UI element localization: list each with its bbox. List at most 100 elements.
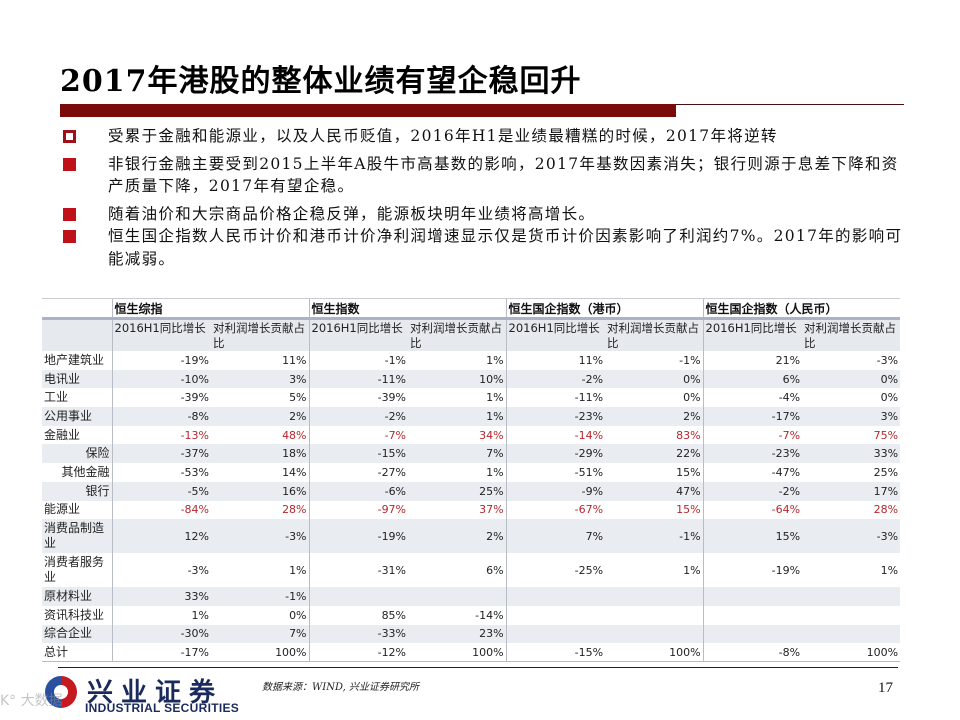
bullet-item: 随着油价和大宗商品价格企稳反弹，能源板块明年业绩将高增长。 (60, 203, 910, 226)
growth-cell: -17% (702, 407, 803, 426)
growth-cell: -2% (505, 369, 606, 389)
growth-cell (505, 605, 606, 625)
contribution-cell: 2% (211, 407, 310, 426)
growth-cell: -33% (308, 624, 409, 644)
row-label: 原材料业 (42, 587, 113, 606)
row-label: 能源业 (42, 500, 113, 520)
contribution-cell: 37% (408, 500, 507, 520)
contribution-cell: 28% (802, 500, 901, 520)
growth-cell: -2% (308, 407, 409, 426)
growth-cell: 1% (112, 605, 211, 625)
contribution-cell: 16% (211, 481, 310, 501)
sub-header-contribution: 对利润增长贡献占比 (802, 318, 901, 351)
contribution-cell: 6% (408, 553, 507, 588)
bullet-text: 非银行金融主要受到2015上半年A股牛市高基数的影响，2017年基数因素消失；银… (108, 154, 899, 196)
growth-cell: 33% (112, 587, 211, 606)
table-row: 地产建筑业 -19% 11% -1% 1% 11% -1% 21% -3% (42, 351, 901, 370)
table-row: 其他金融 -53% 14% -27% 1% -51% 15% -47% 25% (42, 463, 901, 482)
contribution-cell (605, 587, 704, 606)
bullet-item: 恒生国企指数人民币计价和港币计价净利润增速显示仅是货币计价因素影响了利润约7%。… (60, 225, 910, 270)
contribution-cell: 33% (802, 444, 901, 464)
bullet-item: 受累于金融和能源业，以及人民币贬值，2016年H1是业绩最糟糕的时候，2017年… (60, 125, 910, 148)
contribution-cell: 2% (408, 519, 507, 554)
growth-cell: -2% (702, 481, 803, 501)
growth-cell: 21% (702, 351, 803, 370)
contribution-cell: 1% (408, 351, 507, 370)
growth-cell: -23% (505, 407, 606, 426)
growth-cell: -8% (702, 643, 803, 663)
row-label: 其他金融 (42, 463, 113, 482)
filled-square-bullet-icon (63, 207, 76, 221)
contribution-cell: -1% (211, 587, 310, 606)
growth-cell: -8% (112, 407, 211, 426)
contribution-cell: 100% (211, 643, 310, 663)
growth-cell (505, 624, 606, 644)
contribution-cell: 100% (408, 643, 507, 663)
growth-cell: -14% (505, 425, 606, 445)
contribution-cell: 10% (408, 369, 507, 389)
sub-header-contribution: 对利润增长贡献占比 (605, 318, 704, 351)
contribution-cell: 83% (605, 425, 704, 445)
contribution-cell: -3% (802, 351, 901, 370)
logo-chinese-name: 兴业证券 (87, 678, 224, 708)
growth-cell: -19% (308, 519, 409, 554)
filled-square-bullet-icon (63, 230, 76, 243)
growth-cell: -84% (112, 500, 211, 520)
growth-cell: -1% (308, 351, 409, 370)
table-corner-cell (42, 318, 112, 351)
row-label: 综合企业 (42, 624, 113, 644)
sub-header-contribution: 对利润增长贡献占比 (211, 318, 310, 351)
contribution-cell: 15% (605, 500, 704, 520)
growth-cell: -97% (308, 500, 409, 520)
growth-cell: -11% (308, 369, 409, 389)
contribution-cell: 17% (802, 481, 901, 501)
contribution-cell: 34% (408, 425, 507, 445)
contribution-cell: 3% (802, 407, 901, 426)
growth-cell: -53% (112, 463, 211, 482)
logo-emblem-icon (45, 676, 77, 708)
growth-cell (505, 587, 606, 606)
bullet-text: 随着油价和大宗商品价格企稳反弹，能源板块明年业绩将高增长。 (108, 204, 596, 223)
contribution-cell: 15% (605, 463, 704, 482)
contribution-cell: 0% (605, 369, 704, 389)
row-label: 保险 (42, 444, 113, 464)
watermark: K° 大数据 (0, 693, 63, 709)
contribution-cell: -14% (408, 605, 507, 625)
contribution-cell: 11% (211, 351, 310, 370)
growth-cell: 85% (308, 605, 409, 625)
contribution-cell: 48% (211, 425, 310, 445)
growth-cell: -29% (505, 444, 606, 464)
sub-header-growth: 2016H1同比增长 (111, 318, 211, 351)
growth-cell: -7% (702, 425, 803, 445)
contribution-cell: 28% (211, 500, 310, 520)
contribution-cell: 47% (605, 481, 704, 501)
growth-cell (702, 605, 803, 625)
title-underline-bar (60, 104, 676, 117)
table-row: 总计 -17% 100% -12% 100% -15% 100% -8% 100% (42, 643, 901, 663)
growth-cell: -64% (702, 500, 803, 520)
row-label: 银行 (42, 481, 113, 501)
contribution-cell (605, 624, 704, 644)
growth-cell: -25% (505, 553, 606, 588)
group-header-hsci: 恒生综指 (111, 298, 310, 320)
growth-cell: -67% (505, 500, 606, 520)
row-label: 消费品制造业 (42, 519, 113, 554)
contribution-cell: 22% (605, 444, 704, 464)
table-row: 能源业 -84% 28% -97% 37% -67% 15% -64% 28% (42, 500, 901, 520)
growth-cell: -9% (505, 481, 606, 501)
row-label: 公用事业 (42, 407, 113, 426)
growth-cell: -15% (505, 643, 606, 663)
row-label: 地产建筑业 (42, 351, 113, 370)
contribution-cell: 75% (802, 425, 901, 445)
contribution-cell: 23% (408, 624, 507, 644)
row-label: 电讯业 (42, 369, 113, 389)
title-underline-rule (676, 104, 904, 105)
contribution-cell: 1% (408, 388, 507, 408)
growth-cell: 7% (505, 519, 606, 554)
bullet-item: 非银行金融主要受到2015上半年A股牛市高基数的影响，2017年基数因素消失；银… (60, 153, 910, 198)
table-row: 综合企业 -30% 7% -33% 23% (42, 624, 901, 644)
growth-cell: -30% (112, 624, 211, 644)
row-label: 工业 (42, 388, 113, 408)
contribution-cell: 100% (802, 643, 901, 663)
table-row: 金融业 -13% 48% -7% 34% -14% 83% -7% 75% (42, 425, 901, 445)
